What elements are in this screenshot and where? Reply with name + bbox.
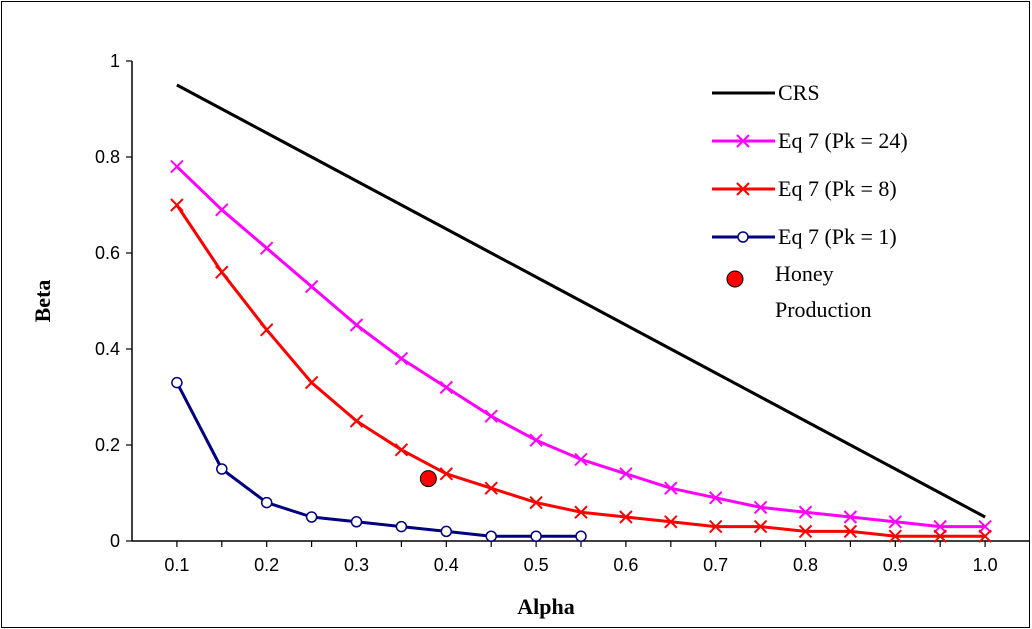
data-point-circle-marker: [216, 463, 228, 475]
series-line-eq-7-pk-8: [175, 204, 986, 538]
series-line-eq-7-pk-24: [175, 165, 986, 529]
data-point-circle-marker: [395, 520, 408, 533]
x-tick-label: 0.7: [703, 555, 728, 575]
legend-label-pk24: Eq 7 (Pk = 24): [778, 128, 908, 153]
y-tick-label: 0.4: [95, 339, 120, 359]
series-line-eq-7-pk-1: [175, 381, 581, 538]
y-tick-label: 0.2: [95, 435, 120, 455]
data-point-x-marker: [484, 481, 498, 495]
data-point-x-marker: [888, 529, 903, 543]
data-point-circle-marker: [350, 516, 363, 528]
data-point-x-marker: [439, 380, 454, 395]
data-point-x-marker: [529, 495, 543, 510]
series-line-crs: [176, 83, 986, 519]
x-tick-label: 0.3: [344, 555, 369, 575]
data-point-circle-marker: [305, 511, 318, 523]
series-eq-7-pk-24: [170, 159, 992, 534]
data-point-x-marker: [798, 505, 813, 519]
data-point-x-marker: [888, 515, 903, 529]
series-eq-7-pk-8: [170, 198, 992, 543]
x-axis-title: Alpha: [517, 594, 574, 619]
x-tick-label: 0.5: [524, 555, 549, 575]
x-tick-label: 0.1: [164, 555, 189, 575]
data-point-x-marker: [753, 500, 768, 515]
data-point-x-marker: [933, 529, 947, 543]
data-point-x-marker: [170, 159, 184, 174]
legend-swatch-pk24: [712, 134, 775, 148]
legend-label-honey-line2: Production: [775, 297, 872, 322]
data-point-x-marker: [215, 265, 229, 279]
legend-label-crs: CRS: [778, 80, 820, 105]
data-point-x-marker: [574, 505, 588, 519]
data-point-x-marker: [978, 519, 992, 534]
data-point-x-marker: [798, 524, 813, 539]
data-point-x-marker: [978, 529, 992, 543]
data-point-x-marker: [304, 375, 319, 390]
data-point-x-marker: [394, 351, 409, 366]
data-point-x-marker: [619, 510, 633, 524]
data-point-circle-marker: [485, 530, 497, 542]
data-point-x-marker: [304, 279, 319, 294]
data-point-x-marker: [708, 519, 723, 534]
data-point-x-marker: [170, 198, 184, 212]
legend: CRS Eq 7 (Pk = 24) Eq 7 (Pk = 8) Eq 7 (P…: [712, 80, 908, 322]
data-point-x-marker: [349, 414, 364, 428]
data-point-circle-marker: [440, 525, 453, 538]
y-tick-label: 0.8: [95, 147, 120, 167]
legend-swatch-honey: [726, 270, 744, 288]
data-point-x-marker: [843, 510, 858, 524]
x-tick-label: 1.0: [973, 555, 998, 575]
data-point-x-marker: [349, 318, 364, 332]
data-point-circle-marker: [171, 376, 183, 389]
legend-label-pk8: Eq 7 (Pk = 8): [778, 176, 897, 201]
data-point-x-marker: [215, 203, 229, 217]
data-point-x-marker: [664, 481, 678, 495]
data-point-x-marker: [708, 491, 723, 505]
y-tick-label: 1: [110, 51, 120, 71]
series-layer: [170, 83, 992, 543]
x-tick-label: 0.8: [793, 555, 818, 575]
data-point-x-marker: [664, 515, 678, 529]
data-point-x-marker: [259, 323, 274, 337]
data-point-x-marker: [529, 433, 543, 447]
data-point-circle-marker: [260, 496, 273, 509]
series-crs: [176, 83, 986, 519]
x-tick-label: 0.9: [883, 555, 908, 575]
data-point-circle-marker: [530, 530, 542, 542]
y-tick-label: 0: [110, 531, 120, 551]
series-eq-7-pk-1: [171, 376, 587, 542]
legend-label-honey-line1: Honey: [775, 261, 834, 286]
data-point-x-marker: [394, 443, 409, 457]
x-tick-label: 0.4: [434, 555, 459, 575]
legend-label-pk1: Eq 7 (Pk = 1): [778, 224, 897, 249]
data-point-circle-marker: [575, 530, 587, 542]
data-point-x-marker: [574, 452, 588, 467]
y-tick-label: 0.6: [95, 243, 120, 263]
y-axis-title: Beta: [30, 280, 55, 323]
x-tick-label: 0.6: [613, 555, 638, 575]
x-tick-label: 0.2: [254, 555, 279, 575]
data-point-honey-production: [419, 470, 437, 488]
data-point-x-marker: [619, 467, 633, 481]
data-point-x-marker: [933, 519, 947, 534]
legend-swatch-pk8: [712, 182, 775, 196]
data-point-x-marker: [439, 467, 454, 481]
data-point-x-marker: [259, 241, 274, 255]
x-ticks: 0.1 0.2 0.3 0.4 0.5 0.6 0.7 0.8 0.9 1.0: [164, 541, 998, 575]
series-honey-production: [419, 470, 437, 488]
legend-swatch-pk1: [712, 231, 775, 243]
data-point-x-marker: [484, 409, 498, 423]
data-point-x-marker: [843, 524, 858, 539]
y-ticks: 0 0.2 0.4 0.6 0.8 1: [95, 51, 132, 551]
data-point-x-marker: [753, 519, 768, 534]
